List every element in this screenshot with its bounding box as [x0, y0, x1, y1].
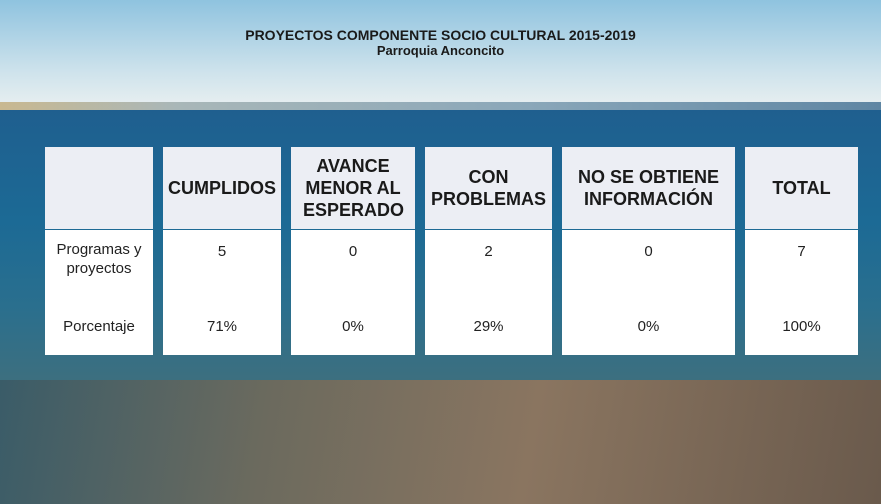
cell-value: 0	[348, 243, 358, 260]
cell-value: 7	[797, 243, 806, 260]
cell-value: 0	[644, 243, 653, 260]
cell-value: 29%	[473, 318, 504, 335]
table-column: TOTAL 7 100%	[745, 147, 858, 355]
title: PROYECTOS COMPONENTE SOCIO CULTURAL 2015…	[245, 27, 636, 43]
cell-value: 5	[217, 243, 227, 260]
table-column: AVANCE MENOR AL ESPERADO 0 0%	[291, 147, 415, 355]
column-header: AVANCE MENOR AL ESPERADO	[291, 147, 415, 229]
sky	[0, 0, 881, 104]
cell-value: 71%	[206, 318, 238, 335]
header-text: NO SE OBTIENE INFORMACIÓN	[577, 167, 720, 209]
cell-value: 0%	[637, 318, 660, 335]
cell-value: 0%	[342, 318, 364, 335]
cell-value: 2	[484, 243, 493, 260]
row-label: Porcentaje	[63, 318, 135, 335]
cell-value: 100%	[782, 318, 821, 335]
column-body: 2 29%	[425, 230, 552, 355]
column-header	[45, 147, 153, 229]
header-text: CUMPLIDOS	[168, 178, 276, 198]
table-column: CON PROBLEMAS 2 29%	[425, 147, 552, 355]
column-header: NO SE OBTIENE INFORMACIÓN	[562, 147, 735, 229]
column-header: TOTAL	[745, 147, 858, 229]
header-text: AVANCE MENOR AL ESPERADO	[303, 156, 405, 220]
coast	[0, 102, 881, 110]
column-body: 5 71%	[163, 230, 281, 355]
column-header: CON PROBLEMAS	[425, 147, 552, 229]
column-body: 7 100%	[745, 230, 858, 355]
table-column: NO SE OBTIENE INFORMACIÓN 0 0%	[562, 147, 735, 355]
row-label: Programas y proyectos	[56, 241, 142, 277]
table-column: CUMPLIDOS 5 71%	[163, 147, 281, 355]
column-body: 0 0%	[291, 230, 415, 355]
header-text: TOTAL	[772, 178, 831, 198]
subtitle: Parroquia Anconcito	[376, 43, 505, 58]
column-body: Programas y proyectos Porcentaje	[45, 230, 153, 355]
table-column: Programas y proyectos Porcentaje	[45, 147, 153, 355]
column-body: 0 0%	[562, 230, 735, 355]
town	[0, 380, 881, 504]
header-text: CON PROBLEMAS	[431, 167, 547, 209]
column-header: CUMPLIDOS	[163, 147, 281, 229]
